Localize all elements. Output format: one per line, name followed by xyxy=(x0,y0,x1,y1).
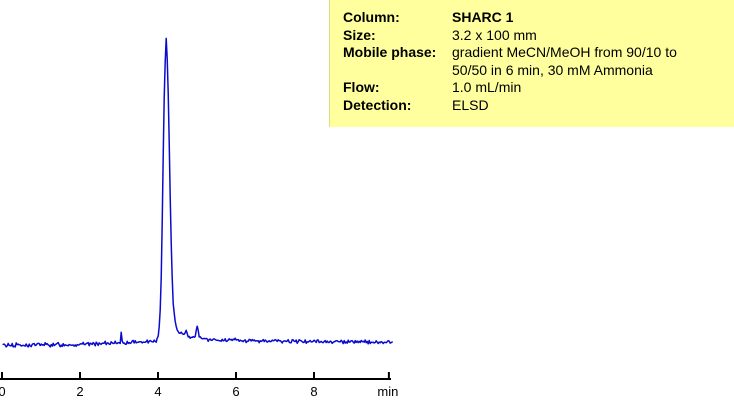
x-axis-tick-label: 4 xyxy=(154,384,161,399)
mobile-phase-value-line2: 50/50 in 6 min, 30 mM Ammonia xyxy=(452,61,653,78)
method-info-box: Column: SHARC 1 Size: 3.2 x 100 mm Mobil… xyxy=(329,0,734,127)
flow-label: Flow: xyxy=(343,79,380,95)
elsd-trace-line xyxy=(2,37,393,348)
x-axis-tick-labels: 0 2 4 6 8 min xyxy=(0,384,398,399)
mobile-phase-value-line1: gradient MeCN/MeOH from 90/10 to xyxy=(452,44,677,60)
column-label: Column: xyxy=(343,9,400,25)
size-label: Size: xyxy=(343,26,376,43)
info-row-size: Size: 3.2 x 100 mm xyxy=(343,27,728,45)
mobile-phase-label: Mobile phase: xyxy=(343,44,437,60)
info-row-flow: Flow: 1.0 mL/min xyxy=(343,79,728,97)
info-row-detection: Detection: ELSD xyxy=(343,97,728,115)
detection-label: Detection: xyxy=(343,96,412,113)
column-value: SHARC 1 xyxy=(452,9,514,25)
x-axis-unit-label: min xyxy=(377,384,398,399)
size-value: 3.2 x 100 mm xyxy=(452,26,537,43)
info-row-column: Column: SHARC 1 xyxy=(343,9,728,27)
x-axis-ticks xyxy=(1,372,390,379)
mobile-phase-value: gradient MeCN/MeOH from 90/10 to 50/50 i… xyxy=(452,44,728,79)
x-axis-tick-label: 6 xyxy=(232,384,239,399)
detection-value: ELSD xyxy=(452,96,489,113)
info-row-mobile-phase: Mobile phase: gradient MeCN/MeOH from 90… xyxy=(343,44,728,79)
x-axis-tick-label: 2 xyxy=(76,384,83,399)
x-axis-tick-label: 0 xyxy=(0,384,6,399)
flow-value: 1.0 mL/min xyxy=(452,79,522,95)
x-axis-tick-label: 8 xyxy=(310,384,317,399)
